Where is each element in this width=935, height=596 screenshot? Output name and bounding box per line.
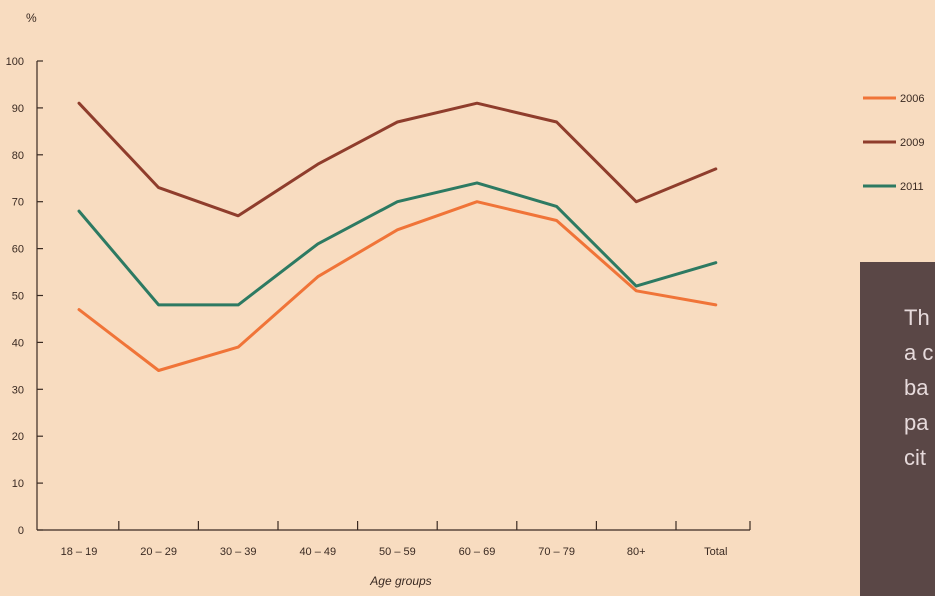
x-tick-label: 40 – 49 <box>299 546 336 558</box>
legend-label-2006: 2006 <box>900 93 924 105</box>
y-tick-label: 100 <box>6 56 24 68</box>
y-tick-label: 70 <box>12 197 24 209</box>
side-text-line: pa <box>904 410 929 435</box>
x-tick-label: 30 – 39 <box>220 546 257 558</box>
x-tick-label: 20 – 29 <box>140 546 177 558</box>
y-axis: 0 10 20 30 40 50 60 70 80 90 100 <box>6 56 43 537</box>
side-text-line: ba <box>904 375 929 400</box>
x-tick-label: 18 – 19 <box>61 546 98 558</box>
x-tick-label: 70 – 79 <box>538 546 575 558</box>
side-text-line: Th <box>904 305 930 330</box>
y-tick-label: 20 <box>12 431 24 443</box>
legend-label-2009: 2009 <box>900 137 924 149</box>
series-line-2009 <box>77 101 718 218</box>
x-tick-label: 60 – 69 <box>459 546 496 558</box>
x-axis-title: Age groups <box>369 574 431 588</box>
y-tick-label: 0 <box>18 525 24 537</box>
y-tick-label: 60 <box>12 244 24 256</box>
side-text-line: cit <box>904 445 926 470</box>
y-tick-label: 80 <box>12 150 24 162</box>
series-line-2006 <box>77 200 718 372</box>
y-axis-title: % <box>26 11 37 25</box>
x-axis: 18 – 19 20 – 29 30 – 39 40 – 49 50 – 59 60 – … <box>37 521 751 558</box>
legend-label-2011: 2011 <box>900 181 924 193</box>
legend: 2006 2009 2011 <box>863 93 924 193</box>
x-tick-label: Total <box>704 546 727 558</box>
x-tick-label: 50 – 59 <box>379 546 416 558</box>
x-tick-label: 80+ <box>627 546 646 558</box>
y-tick-label: 50 <box>12 291 24 303</box>
y-tick-label: 30 <box>12 384 24 396</box>
side-text-line: a c <box>904 340 934 365</box>
series-lines <box>77 101 718 372</box>
side-text-content: Th a c ba pa cit <box>904 300 935 475</box>
side-text-box: Th a c ba pa cit <box>860 262 935 596</box>
y-tick-label: 90 <box>12 103 24 115</box>
series-line-2011 <box>77 181 718 307</box>
y-tick-label: 40 <box>12 337 24 349</box>
y-tick-label: 10 <box>12 478 24 490</box>
